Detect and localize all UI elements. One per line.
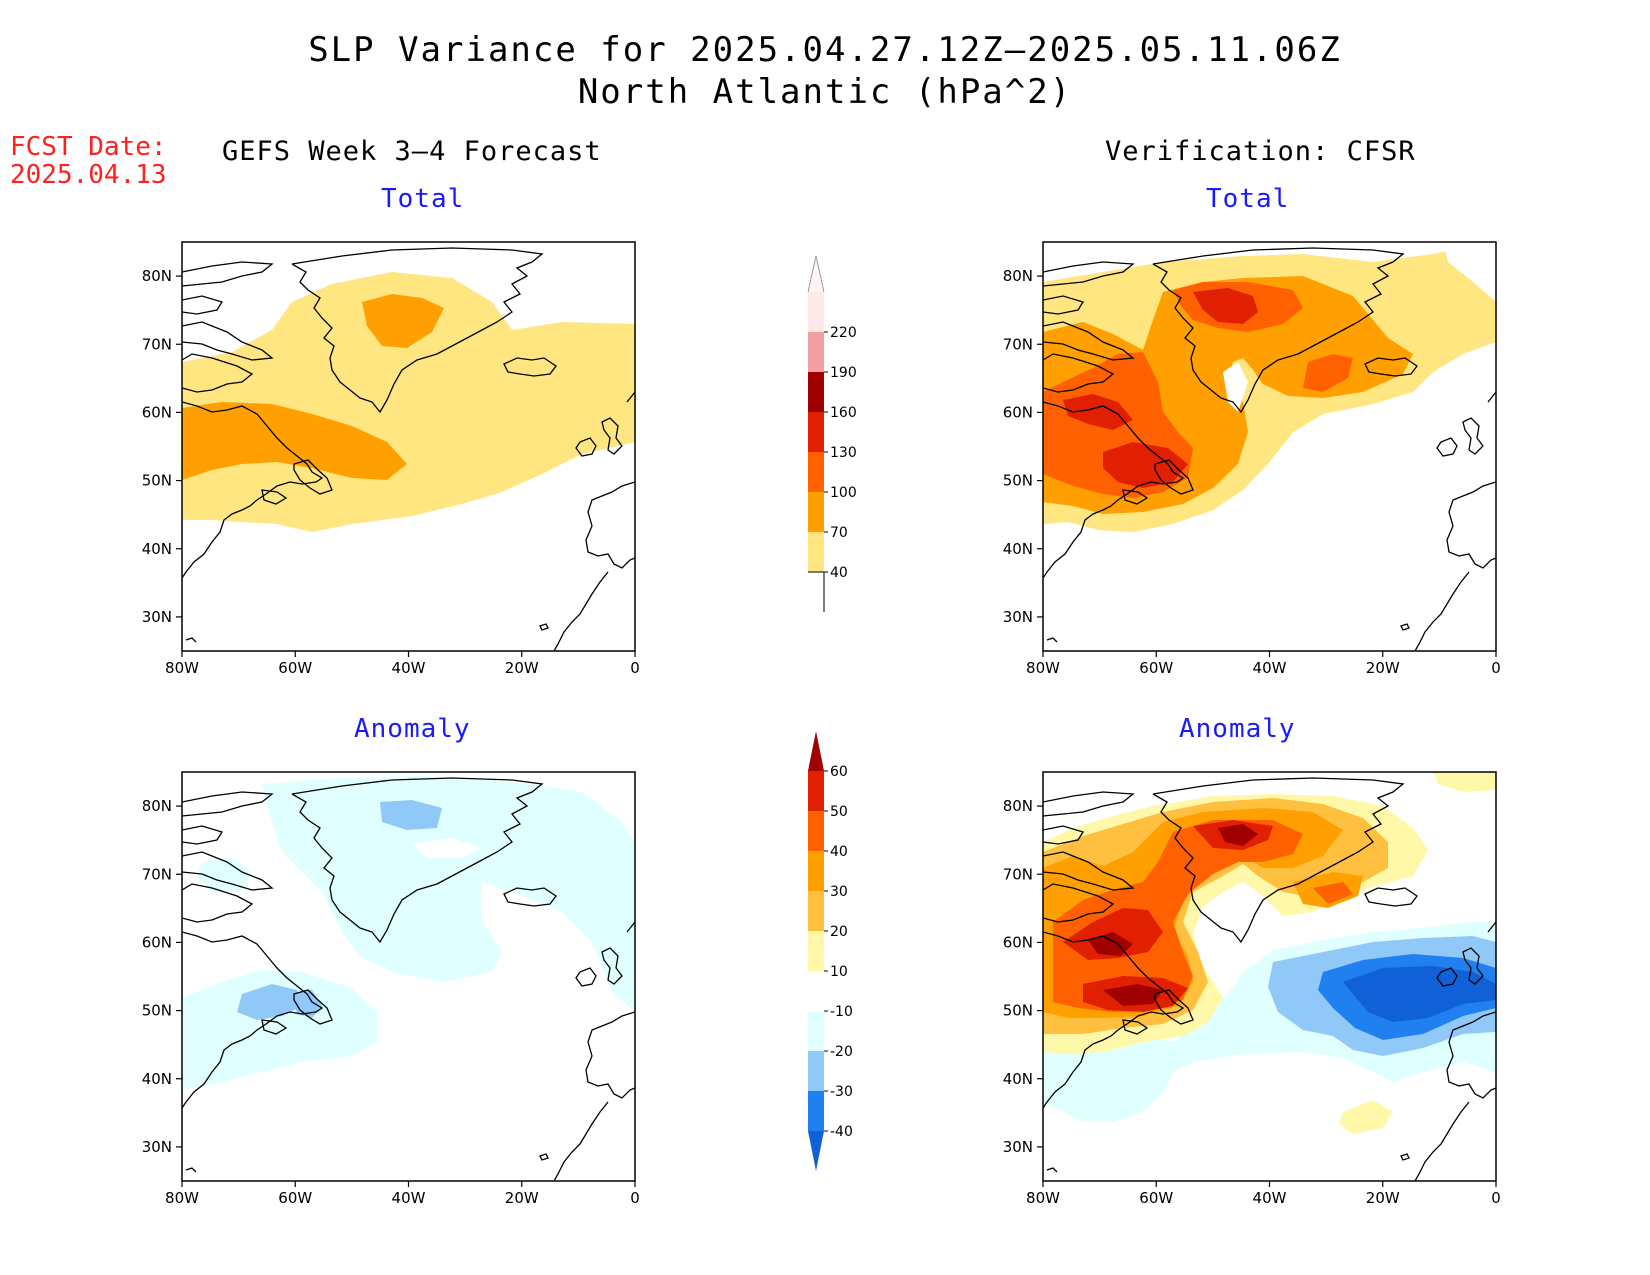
lon-tick-label: 40W <box>392 1189 426 1207</box>
verification-total-map <box>1042 241 1497 652</box>
lat-tick-label: 40N <box>142 1070 172 1088</box>
forecast-total-map <box>181 241 636 652</box>
lat-tick-label: 50N <box>142 472 172 490</box>
fcst-date-value: 2025.04.13 <box>10 160 167 190</box>
colorbar-label: 70 <box>830 525 848 541</box>
colorbar-label: 190 <box>830 365 857 381</box>
lon-tick-label: 60W <box>1139 659 1173 677</box>
lon-tick-label: 40W <box>392 659 426 677</box>
colorbar-segment <box>808 372 824 412</box>
verification-anomaly-label: Anomaly <box>1179 714 1296 744</box>
lon-tick-label: 60W <box>1139 1189 1173 1207</box>
colorbar-label: 220 <box>830 325 857 341</box>
colorbar-segment <box>808 292 824 332</box>
colorbar-label: 40 <box>830 844 848 860</box>
lat-tick-label: 70N <box>1003 865 1033 883</box>
main-subtitle: North Atlantic (hPa^2) <box>577 72 1073 112</box>
colorbar-segment <box>807 970 825 1012</box>
lat-tick-label: 30N <box>1003 1138 1033 1156</box>
colorbar-label: 40 <box>830 565 848 581</box>
colorbar-segment <box>808 1011 824 1051</box>
map-axis-labels: 80W 60W 40W 20W 0 80N 70N 60N 50N 40N 30N 80W 60W 40W… <box>142 267 1501 1207</box>
lon-tick-label: 20W <box>505 659 539 677</box>
verification-total-label: Total <box>1206 184 1290 214</box>
colorbar-segment <box>808 452 824 492</box>
forecast-anomaly-label: Anomaly <box>354 714 471 744</box>
total-colorbar: 40 70 100 130 160 190 220 <box>807 255 857 612</box>
colorbar-segment <box>808 492 824 532</box>
colorbar-label: 130 <box>830 445 857 461</box>
lon-tick-label: 20W <box>1366 659 1400 677</box>
lat-tick-label: 40N <box>1003 1070 1033 1088</box>
colorbar-bottom-arrow <box>808 571 825 612</box>
colorbar-label: 20 <box>830 924 848 940</box>
colorbar-segment <box>808 891 824 931</box>
colorbar-top-arrow <box>808 731 824 771</box>
lat-tick-label: 70N <box>142 865 172 883</box>
lon-tick-label: 0 <box>630 1189 640 1207</box>
lon-tick-label: 80W <box>165 1189 199 1207</box>
colorbar-label: -30 <box>830 1084 853 1100</box>
lat-tick-label: 40N <box>1003 540 1033 558</box>
lat-tick-label: 30N <box>142 608 172 626</box>
forecast-anomaly-map <box>181 771 636 1182</box>
lat-tick-label: 70N <box>142 335 172 353</box>
lon-tick-label: 40W <box>1253 1189 1287 1207</box>
lat-tick-label: 80N <box>142 267 172 285</box>
colorbar-label: 30 <box>830 884 848 900</box>
colorbar-segment <box>808 811 824 851</box>
lon-tick-label: 80W <box>165 659 199 677</box>
lon-tick-label: 0 <box>630 659 640 677</box>
gefs-forecast-heading: GEFS Week 3–4 Forecast <box>222 136 602 167</box>
forecast-total-label: Total <box>381 184 465 214</box>
colorbar-label: -20 <box>830 1044 853 1060</box>
lat-tick-label: 30N <box>1003 608 1033 626</box>
lat-tick-label: 70N <box>1003 335 1033 353</box>
colorbar-label: 50 <box>830 804 848 820</box>
lon-tick-label: 20W <box>1366 1189 1400 1207</box>
main-title: SLP Variance for 2025.04.27.12Z–2025.05.… <box>308 30 1342 70</box>
colorbar-label: 100 <box>830 485 857 501</box>
lon-tick-label: 0 <box>1491 659 1501 677</box>
lon-tick-label: 80W <box>1026 1189 1060 1207</box>
lat-tick-label: 80N <box>1003 267 1033 285</box>
colorbar-segment <box>808 412 824 452</box>
lon-tick-label: 20W <box>505 1189 539 1207</box>
colorbar-segment <box>808 771 824 811</box>
colorbar-segment <box>808 332 824 372</box>
colorbar-label: -40 <box>830 1124 853 1140</box>
lat-tick-label: 50N <box>1003 1002 1033 1020</box>
lon-tick-label: 60W <box>278 1189 312 1207</box>
colorbar-label: 60 <box>830 764 848 780</box>
lat-tick-label: 80N <box>142 797 172 815</box>
lon-tick-label: 40W <box>1253 659 1287 677</box>
colorbar-segment <box>808 532 824 572</box>
lat-tick-label: 80N <box>1003 797 1033 815</box>
lat-tick-label: 60N <box>1003 403 1033 421</box>
verification-heading: Verification: CFSR <box>1105 136 1416 167</box>
lon-tick-label: 0 <box>1491 1189 1501 1207</box>
colorbar-segment <box>808 931 824 971</box>
lat-tick-label: 60N <box>142 403 172 421</box>
lat-tick-label: 50N <box>142 1002 172 1020</box>
anomaly-colorbar: -40 -30 -20 -10 10 20 30 40 50 60 <box>807 731 853 1171</box>
lat-tick-label: 30N <box>142 1138 172 1156</box>
lon-tick-label: 80W <box>1026 659 1060 677</box>
verification-anomaly-map <box>1042 771 1497 1182</box>
colorbar-segment <box>808 851 824 891</box>
lon-tick-label: 60W <box>278 659 312 677</box>
colorbar-segment <box>808 1051 824 1091</box>
colorbar-bottom-arrow <box>808 1131 824 1171</box>
lat-tick-label: 60N <box>142 933 172 951</box>
colorbar-label: 160 <box>830 405 857 421</box>
colorbar-label: 10 <box>830 964 848 980</box>
fcst-date-label: FCST Date: <box>10 132 167 162</box>
colorbar-segment <box>808 1091 824 1131</box>
colorbar-label: -10 <box>830 1004 853 1020</box>
lat-tick-label: 60N <box>1003 933 1033 951</box>
lat-tick-label: 50N <box>1003 472 1033 490</box>
colorbar-top-arrow <box>807 255 825 293</box>
lat-tick-label: 40N <box>142 540 172 558</box>
